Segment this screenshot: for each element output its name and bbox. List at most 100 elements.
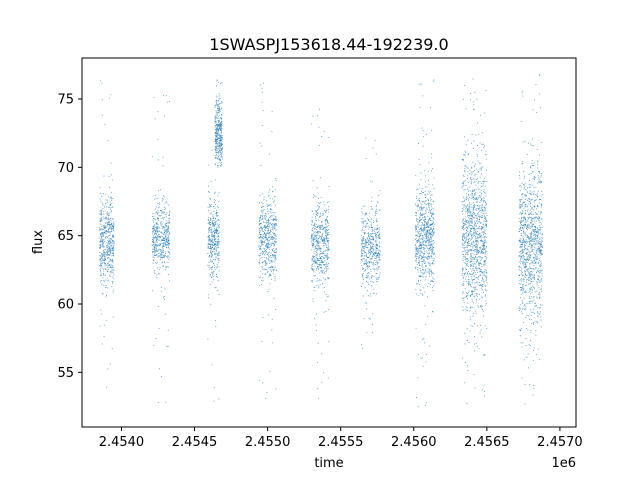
data-point — [415, 225, 417, 227]
data-point — [467, 294, 469, 296]
data-point — [164, 295, 166, 297]
data-point — [163, 94, 164, 96]
data-point — [326, 268, 328, 270]
data-point — [103, 249, 105, 251]
data-point — [166, 241, 168, 243]
data-point — [161, 290, 163, 292]
data-point — [429, 247, 431, 249]
data-point — [483, 263, 485, 265]
data-point — [470, 238, 472, 240]
data-point — [470, 325, 472, 327]
data-point — [465, 219, 466, 221]
data-point — [264, 249, 265, 251]
data-point — [431, 250, 433, 252]
data-point — [221, 138, 223, 140]
data-point — [106, 225, 108, 227]
data-point — [160, 232, 162, 234]
data-point — [377, 255, 379, 257]
data-point — [216, 124, 218, 126]
data-point — [215, 131, 217, 133]
data-point — [264, 217, 266, 219]
data-point — [164, 227, 166, 229]
data-point — [371, 200, 372, 202]
data-point — [415, 249, 417, 251]
data-point — [315, 261, 316, 263]
data-point — [322, 228, 324, 229]
data-point — [472, 315, 474, 317]
data-point — [484, 217, 485, 219]
data-point — [111, 265, 113, 267]
data-point — [315, 324, 317, 326]
data-point — [423, 269, 425, 271]
data-point — [464, 155, 466, 157]
data-point — [431, 240, 433, 242]
data-point — [217, 195, 219, 197]
data-point — [104, 258, 106, 260]
data-point — [319, 231, 321, 233]
data-point — [368, 235, 370, 237]
data-point — [372, 253, 374, 255]
data-point — [108, 264, 110, 266]
data-point — [425, 200, 427, 202]
data-point — [323, 237, 325, 239]
data-point — [165, 229, 167, 231]
data-point — [103, 227, 105, 229]
data-point — [214, 122, 216, 124]
data-point — [481, 305, 483, 307]
data-point — [108, 221, 110, 223]
data-point — [110, 246, 112, 248]
data-point — [101, 237, 103, 239]
data-point — [422, 236, 424, 238]
data-point — [261, 124, 263, 126]
data-point — [218, 109, 220, 111]
data-point — [218, 139, 220, 141]
data-point — [477, 259, 479, 261]
data-point — [379, 253, 381, 255]
data-point — [157, 203, 159, 205]
data-point — [266, 232, 268, 234]
data-point — [109, 249, 111, 251]
data-point — [471, 172, 473, 174]
data-point — [379, 209, 381, 211]
data-point — [484, 154, 486, 156]
data-point — [99, 325, 101, 327]
data-point — [371, 208, 373, 210]
data-point — [481, 252, 483, 254]
data-point — [320, 225, 322, 227]
data-point — [109, 260, 111, 262]
data-point — [432, 243, 434, 245]
data-point — [259, 218, 261, 220]
data-point — [209, 259, 211, 261]
data-point — [103, 273, 104, 274]
data-point — [210, 205, 212, 207]
data-point — [362, 245, 363, 247]
data-point — [415, 237, 417, 239]
data-point — [208, 228, 210, 230]
data-point — [215, 145, 217, 147]
data-point — [464, 259, 466, 261]
data-point — [430, 237, 432, 239]
data-point — [113, 254, 114, 256]
data-point — [481, 215, 483, 217]
data-point — [273, 226, 275, 228]
data-point — [417, 262, 419, 264]
data-point — [462, 284, 464, 286]
data-point — [320, 267, 322, 269]
data-point — [262, 251, 264, 253]
data-point — [107, 235, 109, 237]
data-point — [268, 204, 270, 206]
data-point — [319, 272, 321, 274]
data-point — [158, 233, 160, 235]
data-point — [321, 256, 323, 258]
data-point — [105, 255, 107, 257]
data-point — [464, 170, 466, 172]
data-point — [376, 257, 378, 259]
data-point — [214, 132, 216, 134]
data-point — [111, 281, 113, 283]
data-point — [215, 135, 216, 137]
data-point — [430, 274, 432, 276]
data-point — [215, 256, 217, 258]
data-point — [466, 232, 468, 234]
data-point — [363, 220, 365, 222]
data-point — [476, 201, 478, 203]
